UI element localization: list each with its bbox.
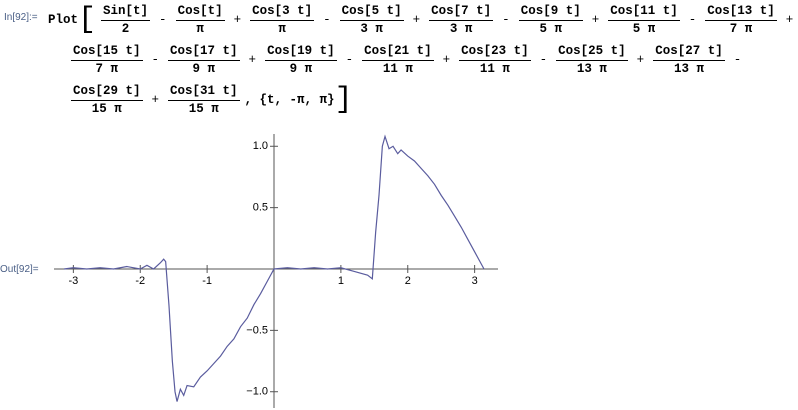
fraction: Cos[27 t] 13 π [653,43,725,78]
operator: - [345,53,354,67]
range: , {t, -π, π} [244,93,335,107]
operator: + [233,13,242,27]
operator: + [636,53,645,67]
x-tick-label: -3 [68,275,78,287]
denominator: 5 π [632,21,656,36]
fraction: Cos[5 t] 3 π [339,3,404,38]
denominator: 3 π [360,21,383,36]
x-tick-label: 1 [338,275,344,287]
x-tick-label: 2 [405,275,411,287]
numerator: Cos[23 t] [459,43,531,61]
denominator: 5 π [539,21,562,36]
denominator: 2 [121,21,130,36]
numerator: Cos[19 t] [265,43,337,61]
y-tick-label: 0.5 [253,202,268,214]
denominator: 13 π [576,61,607,76]
bracket: ] [334,83,353,117]
operator: - [502,13,510,27]
operator: + [412,13,421,27]
operator: + [442,53,451,67]
denominator: 11 π [382,61,413,76]
x-tick-label: 3 [472,275,478,287]
fraction: Cos[29 t] 15 π [71,83,143,118]
numerator: Cos[29 t] [71,83,143,101]
operator: - [159,13,167,27]
denominator: 13 π [673,61,704,76]
numerator: Cos[25 t] [556,43,628,61]
numerator: Cos[15 t] [71,43,143,61]
denominator: 15 π [188,101,219,116]
denominator: 11 π [479,61,510,76]
numerator: Cos[t] [175,3,225,21]
numerator: Cos[3 t] [250,3,315,21]
numerator: Cos[5 t] [339,3,404,21]
output-label: Out[92]= [0,264,39,275]
fraction: Cos[11 t] 5 π [608,3,680,38]
denominator: 3 π [449,21,473,36]
fraction: Cos[9 t] 5 π [518,3,583,38]
input-row: Plot[Sin[t] 2- Cos[t] π + Cos[3 t] π - Cos[5 t] 3… [48,0,797,40]
fraction: Cos[25 t] 13 π [556,43,628,78]
numerator: Cos[27 t] [653,43,725,61]
input-expression: Plot[Sin[t] 2- Cos[t] π + Cos[3 t] π - Cos[5 t] 3… [48,0,797,120]
numerator: Cos[31 t] [168,83,240,101]
denominator: 7 π [729,21,753,36]
function-head: Plot [48,13,79,27]
x-tick-label: -1 [202,275,212,287]
operator: - [733,53,742,67]
input-row: Cos[29 t] 15 π + Cos[31 t] 15 π, {t, -π, π}] [48,80,797,120]
input-row: Cos[15 t] 7 π - Cos[17 t] 9 π + Cos[19 t] 9 π-C… [48,40,797,80]
fraction: Cos[21 t] 11 π [362,43,434,78]
numerator: Cos[11 t] [608,3,680,21]
operator: + [785,13,794,27]
fraction: Cos[3 t] π [250,3,315,38]
curve [63,134,485,402]
operator: - [151,53,160,67]
bracket: [ [78,3,97,37]
numerator: Cos[21 t] [362,43,434,61]
fraction: Cos[23 t] 11 π [459,43,531,78]
numerator: Cos[13 t] [705,3,777,21]
operator: - [539,53,548,67]
fraction: Cos[13 t] 7 π [705,3,777,38]
denominator: π [196,21,204,36]
denominator: 9 π [289,61,313,76]
x-tick-label: -2 [135,275,145,287]
numerator: Cos[17 t] [168,43,240,61]
denominator: π [278,21,286,36]
fraction: Cos[7 t] 3 π [429,3,494,38]
numerator: Cos[7 t] [429,3,494,21]
fraction: Sin[t] 2 [101,3,151,38]
operator: + [248,53,257,67]
fraction: Cos[31 t] 15 π [168,83,240,118]
y-tick-label: −0.5 [246,324,268,336]
fraction: Cos[15 t] 7 π [71,43,143,78]
fraction: Cos[19 t] 9 π [265,43,337,78]
y-tick-label: 1.0 [253,140,268,152]
y-tick-label: −1.0 [246,386,268,398]
operator: + [591,13,600,27]
operator: - [688,13,697,27]
operator: - [323,13,331,27]
denominator: 7 π [95,61,119,76]
denominator: 15 π [91,101,122,116]
denominator: 9 π [192,61,216,76]
operator: + [151,93,160,107]
input-label: In[92]:= [4,12,38,23]
numerator: Sin[t] [101,3,151,21]
fraction: Cos[17 t] 9 π [168,43,240,78]
numerator: Cos[9 t] [518,3,583,21]
fraction: Cos[t] π [175,3,225,38]
